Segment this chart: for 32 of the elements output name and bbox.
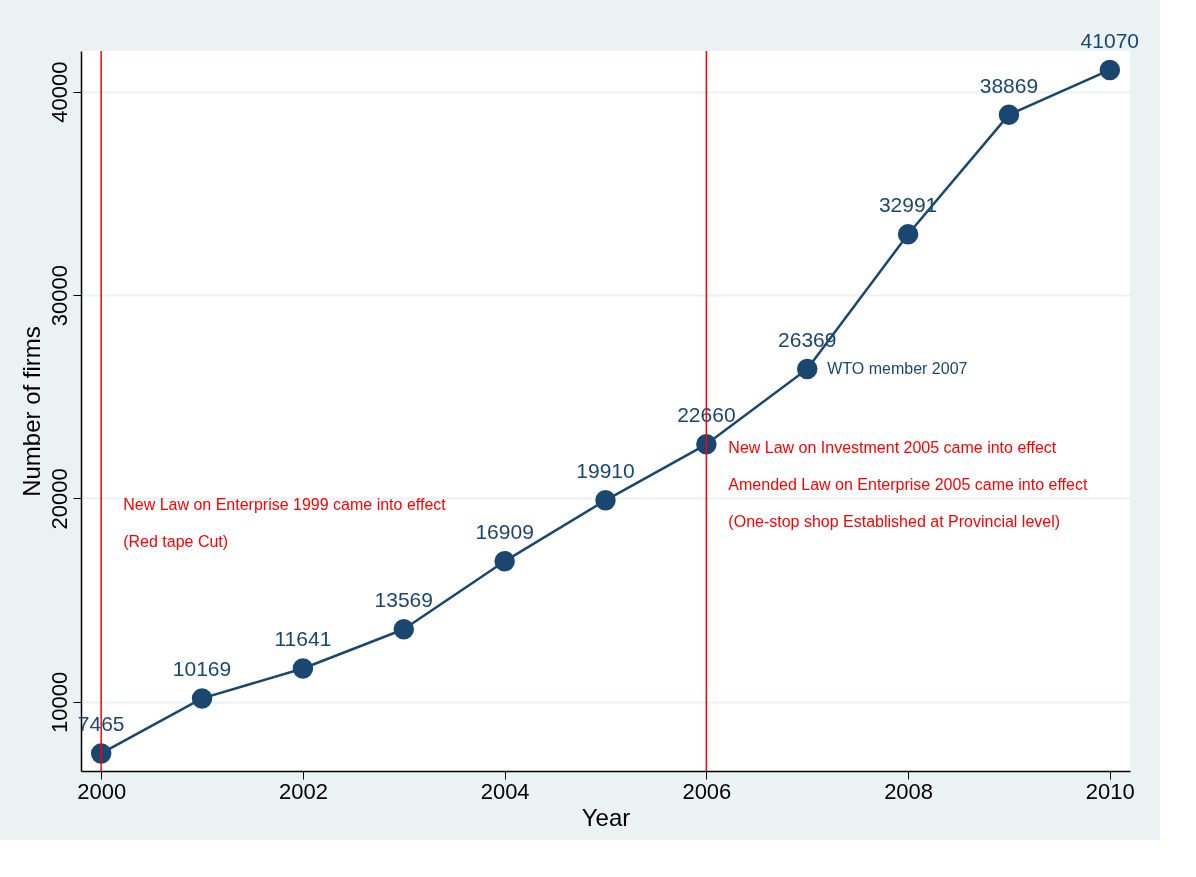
annotation: WTO member 2007 bbox=[827, 359, 968, 377]
data-label: 38869 bbox=[979, 73, 1039, 97]
y-axis-title: Number of firms bbox=[17, 326, 45, 497]
data-label: 19910 bbox=[576, 459, 635, 483]
text: New Law on Investment 2005 came into effect Amended Law on Enterprise 2005 came into effect (One-stop shop Established at Provincial level) bbox=[728, 438, 1088, 530]
point bbox=[595, 490, 616, 511]
text: New Law on Enterprise 1999 came into effect (Red tape Cut) bbox=[123, 496, 446, 551]
point bbox=[1099, 59, 1121, 81]
point bbox=[393, 619, 415, 640]
data-label: 13569 bbox=[374, 588, 433, 612]
x-axis-title: Year bbox=[581, 803, 631, 831]
point bbox=[494, 551, 515, 572]
point bbox=[292, 658, 314, 679]
point bbox=[191, 688, 213, 709]
x-tick-label: 2008 bbox=[884, 778, 934, 804]
x-tick-label: 2000 bbox=[77, 778, 127, 804]
y-tick-label: 10000 bbox=[46, 671, 72, 733]
data-label: 16909 bbox=[475, 520, 534, 544]
x-tick-label: 2010 bbox=[1085, 778, 1135, 804]
x-tick-label: 2006 bbox=[682, 778, 732, 804]
y-tick-label: 30000 bbox=[46, 264, 72, 327]
point bbox=[796, 358, 818, 380]
point bbox=[696, 434, 717, 455]
data-label: 10169 bbox=[172, 657, 232, 681]
point bbox=[998, 104, 1020, 125]
point bbox=[897, 224, 919, 245]
data-label: 11641 bbox=[274, 627, 332, 651]
y-tick-label: 40000 bbox=[46, 61, 72, 123]
x-tick-label: 2002 bbox=[278, 778, 328, 804]
y-tick-label: 20000 bbox=[46, 468, 72, 530]
x-tick-label: 2004 bbox=[480, 778, 530, 804]
data-label: 41070 bbox=[1080, 28, 1140, 52]
